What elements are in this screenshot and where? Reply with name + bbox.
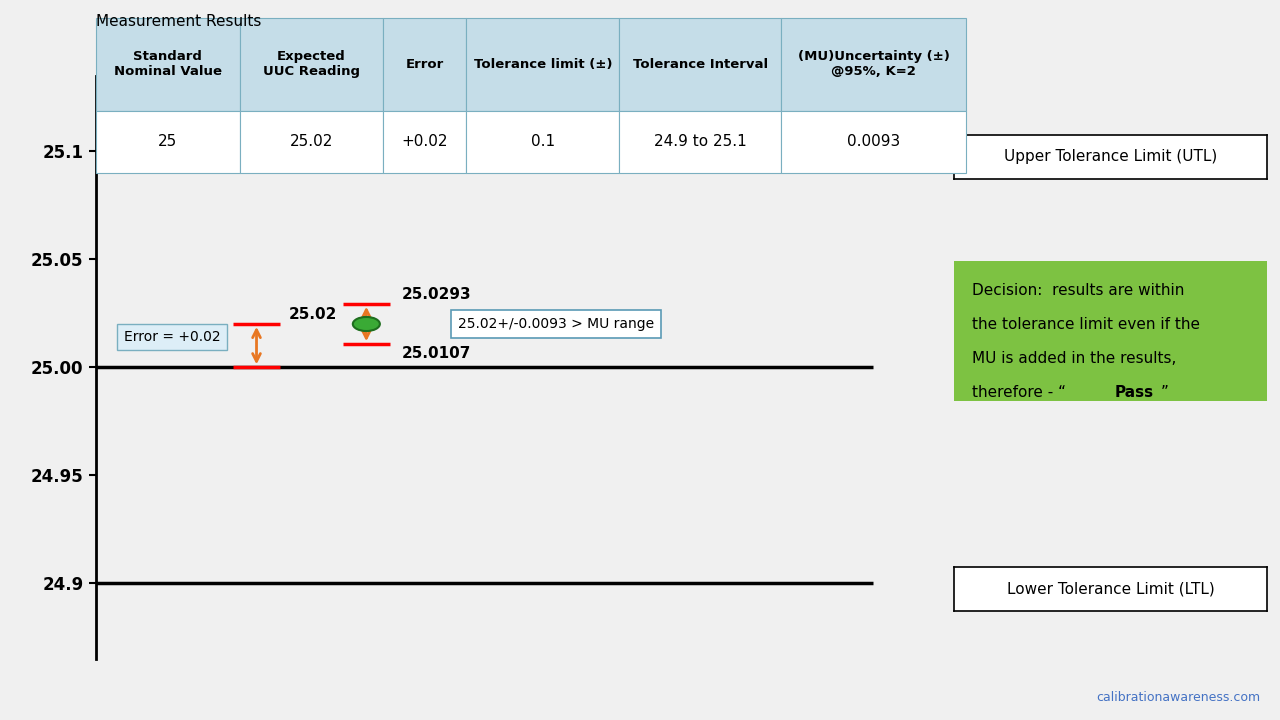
- Text: 0.0093: 0.0093: [847, 135, 900, 149]
- Text: Measurement Results: Measurement Results: [96, 14, 261, 30]
- Text: Standard
Nominal Value: Standard Nominal Value: [114, 50, 221, 78]
- Ellipse shape: [353, 317, 380, 331]
- Text: 0.1: 0.1: [531, 135, 554, 149]
- Text: Tolerance limit (±): Tolerance limit (±): [474, 58, 612, 71]
- Text: 25: 25: [159, 135, 178, 149]
- Text: Tolerance Interval: Tolerance Interval: [632, 58, 768, 71]
- Text: calibrationawareness.com: calibrationawareness.com: [1097, 691, 1261, 704]
- Text: Expected
UUC Reading: Expected UUC Reading: [262, 50, 360, 78]
- Text: Lower Tolerance Limit (LTL): Lower Tolerance Limit (LTL): [1006, 582, 1215, 596]
- Text: Error: Error: [406, 58, 444, 71]
- Text: 25.0293: 25.0293: [402, 287, 471, 302]
- Text: MU is added in the results,: MU is added in the results,: [973, 351, 1176, 366]
- Text: 25.02+/-0.0093 > MU range: 25.02+/-0.0093 > MU range: [458, 317, 654, 331]
- Text: therefore - “: therefore - “: [973, 384, 1066, 400]
- Text: Error = +0.02: Error = +0.02: [124, 330, 220, 344]
- Text: the tolerance limit even if the: the tolerance limit even if the: [973, 318, 1201, 332]
- Text: 25.0107: 25.0107: [402, 346, 471, 361]
- Text: 25.02: 25.02: [288, 307, 337, 323]
- Text: Upper Tolerance Limit (UTL): Upper Tolerance Limit (UTL): [1004, 150, 1217, 164]
- Text: Pass: Pass: [1115, 384, 1155, 400]
- Text: +0.02: +0.02: [402, 135, 448, 149]
- Text: 24.9 to 25.1: 24.9 to 25.1: [654, 135, 746, 149]
- Text: ”: ”: [1161, 384, 1169, 400]
- Text: (MU)Uncertainty (±)
@95%, K=2: (MU)Uncertainty (±) @95%, K=2: [797, 50, 950, 78]
- Text: Decision:  results are within: Decision: results are within: [973, 284, 1185, 299]
- Text: 25.02: 25.02: [289, 135, 333, 149]
